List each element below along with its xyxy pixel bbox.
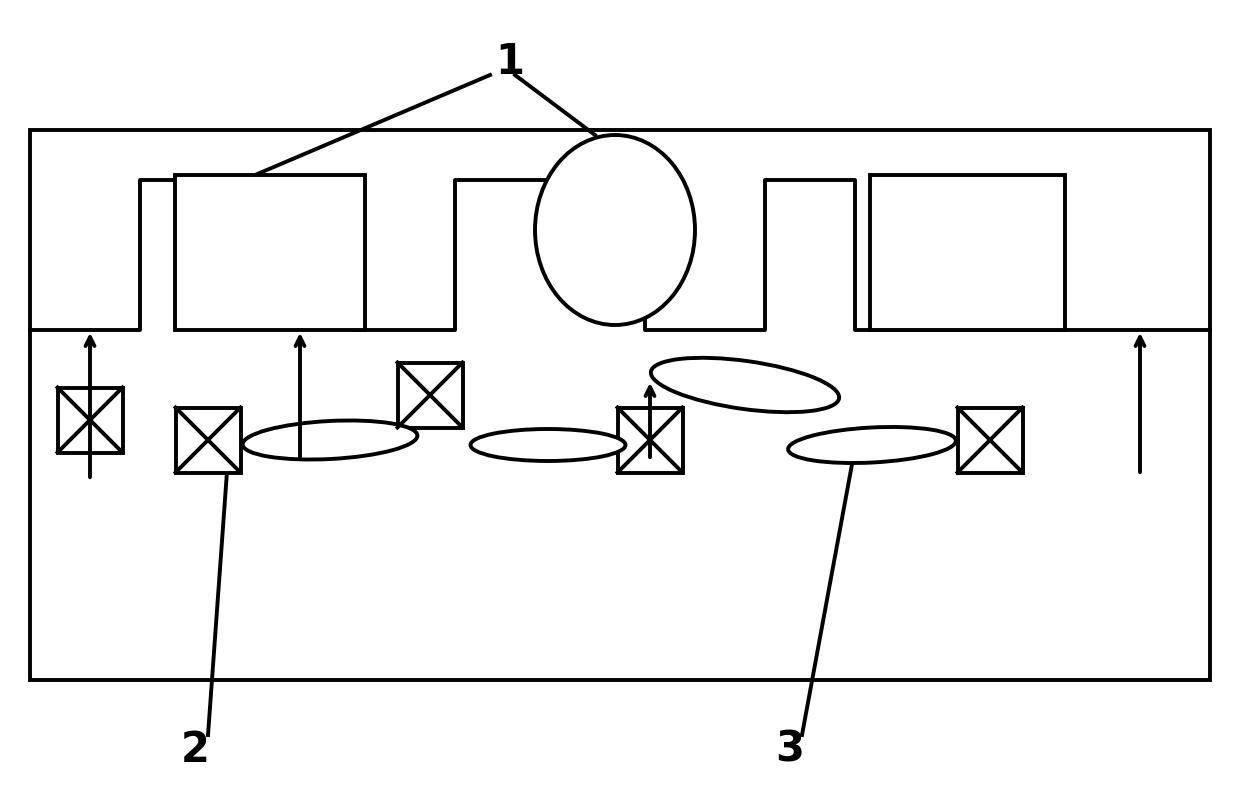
Text: 1: 1 [496,41,525,83]
Ellipse shape [789,427,956,463]
Bar [398,363,463,427]
Bar [957,407,1023,472]
Ellipse shape [651,358,839,412]
Text: 2: 2 [181,729,210,771]
Bar [870,175,1065,330]
Bar [618,407,682,472]
Ellipse shape [243,420,418,459]
Text: 3: 3 [775,729,805,771]
Bar [57,388,123,452]
Bar [176,407,241,472]
Ellipse shape [470,429,625,461]
Ellipse shape [534,135,694,325]
Bar [175,175,365,330]
Bar [30,130,1210,680]
